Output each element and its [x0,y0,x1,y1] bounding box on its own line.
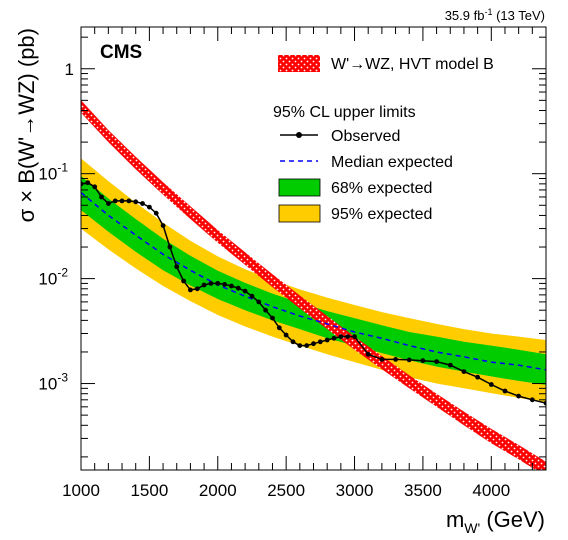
observed-point [488,382,494,387]
observed-point [420,358,426,364]
observed-point [160,223,166,229]
observed-point [304,343,310,348]
observed-point [92,184,98,190]
x-axis: 1000 1500 2000 2500 3000 3500 4000 [62,27,547,500]
observed-point [119,198,125,204]
observed-point [502,388,508,394]
y-axis-title: σ × B(W'→WZ) (pb) [14,28,39,222]
observed-point [99,194,104,200]
y-tick-label: 10-2 [38,266,68,289]
observed-point [222,282,228,287]
observed-point [283,332,289,338]
legend-label-observed: Observed [331,128,400,145]
y-tick-label: 10-1 [38,161,68,184]
observed-point [276,325,282,331]
x-tick-label: 3500 [404,481,442,500]
observed-point [393,357,398,362]
observed-point [147,204,152,210]
y-tick-label: 10-3 [38,371,68,394]
observed-point [290,339,296,345]
observed-point [270,315,275,321]
observed-point [529,397,535,403]
y-axis: 1 10-1 10-2 10-3 [38,36,546,458]
observed-point [242,288,248,294]
observed-point [311,341,316,347]
observed-point [174,264,180,270]
median-expected-line [81,192,546,371]
observed-point [324,337,330,343]
observed-point [331,335,337,341]
y-tick-label: 1 [65,60,74,79]
observed-point [194,286,200,292]
observed-point [434,359,439,364]
observed-point [188,287,193,293]
observed-point [475,374,480,380]
observed-point [447,362,453,368]
lumi-exponent: -1 [484,7,492,17]
observed-point [85,180,91,186]
band-68-expected [81,176,546,385]
observed-points [81,180,546,406]
x-tick-label: 1000 [62,481,100,500]
x-tick-label: 2000 [199,481,237,500]
observed-point [516,393,521,399]
legend-label-68: 68% expected [331,180,432,197]
legend-label-theory: W'→WZ, HVT model B [331,56,494,73]
observed-point [352,334,357,339]
observed-point [112,198,118,204]
observed-point [543,400,546,406]
observed-point [106,201,111,206]
legend-swatch-theory [278,55,320,72]
x-axis-title-unit: (GeV) [486,507,545,532]
observed-point [249,293,255,299]
legend-label-95: 95% expected [331,206,432,223]
lumi-energy: (13 TeV) [496,8,545,23]
observed-point [229,283,234,289]
x-axis-title-subscript: W' [464,520,480,536]
experiment-label: CMS [100,42,142,63]
x-tick-label: 4000 [472,481,510,500]
observed-point [461,369,467,374]
observed-point [126,198,132,204]
observed-point [263,307,268,313]
legend-swatch-95 [278,204,321,223]
legend-label-median: Median expected [331,154,453,171]
x-axis-title: mW' (GeV) [446,507,545,536]
observed-point [215,281,221,286]
legend-title: 95% CL upper limits [273,104,416,121]
legend: W'→WZ, HVT model B 95% CL upper limits O… [273,55,494,223]
observed-point [235,285,241,291]
observed-point [256,299,262,305]
observed-point [345,334,351,339]
observed-point [140,201,145,206]
observed-point [167,244,173,250]
observed-point [133,199,139,205]
observed-point [153,210,159,216]
observed-point [338,334,344,339]
x-tick-label: 2500 [267,481,305,500]
observed-point [379,357,385,362]
observed-point [181,278,187,284]
x-tick-label: 3000 [336,481,374,500]
plot-area [81,100,546,470]
observed-point [208,281,214,286]
lumi-label: 35.9 fb-1 (13 TeV) [445,7,545,23]
observed-point [201,282,207,288]
x-tick-label: 1500 [130,481,168,500]
legend-swatch-observed-marker [296,132,302,138]
theory-band-hvt-model-b [81,100,546,470]
observed-point [406,357,412,363]
observed-point [297,343,303,348]
observed-point [365,351,371,357]
observed-point [317,339,323,345]
legend-swatch-68 [278,178,321,197]
